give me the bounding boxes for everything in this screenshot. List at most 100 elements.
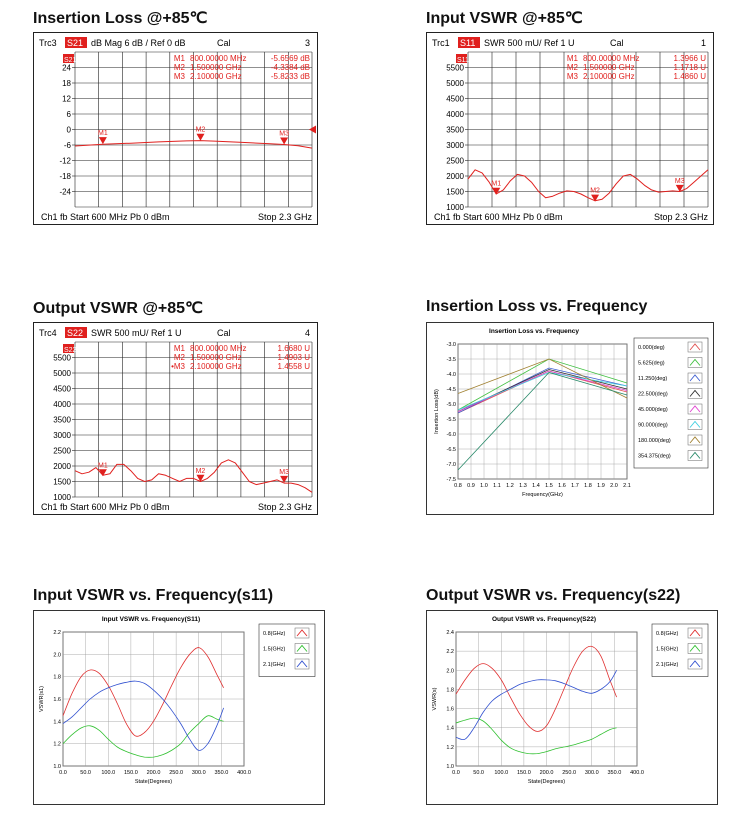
- trace-number: 1: [701, 38, 706, 48]
- x-tick-label: 1.3: [519, 483, 527, 489]
- y-tick-label: 4000: [446, 110, 464, 119]
- x-tick-label: 0.8: [454, 483, 462, 489]
- trace-tag: [456, 54, 467, 63]
- legend-swatch-line: [689, 451, 701, 459]
- legend-label: 45.000(deg): [638, 407, 668, 413]
- trace-tag-label: S21: [64, 57, 77, 64]
- plot-output-vswr-vs-frequency: Output VSWR vs. Frequency(S22) 0.0 50.0 100…: [426, 610, 718, 805]
- y-tick-label: -4.5: [447, 387, 456, 393]
- chart-title: Input VSWR vs. Frequency(S11): [102, 616, 200, 623]
- series-line: [457, 372, 628, 471]
- legend-label: 0.8(GHz): [656, 631, 678, 637]
- plot-area: [457, 343, 628, 480]
- y-tick-label: 3500: [446, 126, 464, 135]
- legend-swatch-line: [689, 389, 701, 397]
- trace-name: Trc3: [39, 38, 57, 48]
- legend-label: 5.625(deg): [638, 361, 665, 367]
- vna-chart-input-vswr: Trc1 S11 SWR 500 mU/ Ref 1 U Cal 1S115500500…: [426, 32, 714, 225]
- legend-label: 1.5(GHz): [656, 647, 678, 653]
- marker-label: M1: [491, 181, 501, 188]
- y-tick-label: 1000: [53, 493, 71, 502]
- y-tick-label: -24: [59, 188, 71, 197]
- y-axis-label: VSWR(s): [432, 687, 438, 710]
- title-output-vswr-85: Output VSWR @+85℃: [33, 300, 204, 317]
- title-insertion-loss-85: Insertion Loss @+85℃: [33, 10, 208, 27]
- legend-swatch-line: [296, 660, 308, 668]
- marker-frequency: 1.500000 GHz: [583, 63, 635, 72]
- x-axis-label: State(Degrees): [528, 779, 565, 785]
- legend-swatch-line: [689, 358, 701, 366]
- title-input-vswr-vs-frequency: Input VSWR vs. Frequency(s11): [33, 587, 274, 604]
- x-tick-label: 1.8: [584, 483, 592, 489]
- legend-label: 0.8(GHz): [263, 631, 285, 637]
- x-tick-label: 250.0: [169, 770, 183, 776]
- legend-label: 11.250(deg): [638, 376, 667, 382]
- trace-tag: [63, 344, 74, 353]
- legend-swatch: [687, 403, 703, 415]
- param-badge: [458, 37, 480, 48]
- marker-name: M2: [567, 63, 579, 72]
- y-tick-label: 6: [67, 110, 72, 119]
- y-tick-label: 3000: [446, 141, 464, 150]
- x-tick-label: 0.9: [467, 483, 475, 489]
- marker-value: 1.1718 U: [674, 63, 707, 72]
- measurement-trace: [74, 459, 313, 493]
- y-tick-label: 1.0: [446, 764, 454, 770]
- y-tick-label: 2.2: [53, 630, 61, 636]
- param-label: S11: [460, 38, 475, 48]
- x-tick-label: 300.0: [585, 770, 599, 776]
- cal-label: Cal: [610, 38, 624, 48]
- cal-label: Cal: [217, 38, 231, 48]
- y-tick-label: 1.8: [446, 687, 454, 693]
- series-line: [455, 717, 617, 755]
- marker-name: M1: [174, 54, 186, 63]
- y-tick-label: 5000: [53, 369, 71, 378]
- marker-frequency: 800.00000 MHz: [583, 54, 639, 63]
- marker-triangle: [675, 184, 684, 192]
- x-axis-label: State(Degrees): [135, 779, 172, 785]
- legend-swatch-line: [689, 374, 701, 382]
- x-tick-label: 1.6: [558, 483, 566, 489]
- trace-tag-label: S11: [457, 57, 469, 64]
- y-tick-label: 5500: [53, 354, 71, 363]
- trace-number: 4: [305, 328, 310, 338]
- y-tick-label: 3000: [53, 431, 71, 440]
- marker-label: M1: [98, 130, 108, 137]
- x-tick-label: 200.0: [540, 770, 554, 776]
- y-tick-label: 1.8: [53, 675, 61, 681]
- panel-frame: [33, 32, 318, 225]
- legend-swatch-line: [689, 436, 701, 444]
- y-tick-label: -3.5: [447, 357, 456, 363]
- trace-tag-label: S22: [64, 347, 77, 354]
- marker-value: -5.6569 dB: [271, 54, 310, 63]
- panel-frame: [426, 32, 714, 225]
- x-tick-label: 150.0: [517, 770, 531, 776]
- y-tick-label: -3.0: [447, 342, 456, 348]
- y-tick-label: 1500: [446, 188, 464, 197]
- marker-name: M3: [174, 72, 186, 81]
- marker-triangle: [591, 194, 600, 202]
- x-tick-label: 400.0: [630, 770, 644, 776]
- trace-name: Trc4: [39, 328, 57, 338]
- y-tick-label: -5.5: [447, 417, 456, 423]
- y-tick-label: -12: [59, 157, 71, 166]
- y-tick-label: 4500: [53, 385, 71, 394]
- grid: [467, 51, 709, 208]
- legend-swatch: [687, 450, 703, 461]
- marker-triangle: [280, 475, 289, 483]
- marker-value: 1.4903 U: [278, 353, 311, 362]
- y-tick-label: -6.0: [447, 432, 456, 438]
- title-insertion-loss-vs-frequency: Insertion Loss vs. Frequency: [426, 298, 648, 315]
- y-tick-label: 1.4: [446, 726, 454, 732]
- legend-label: 1.5(GHz): [263, 647, 285, 653]
- marker-label: M2: [196, 468, 206, 475]
- y-tick-label: 1000: [446, 203, 464, 212]
- series-line: [62, 647, 224, 737]
- marker-name: •M3: [171, 362, 185, 371]
- y-tick-label: -18: [59, 172, 71, 181]
- y-tick-label: -5.0: [447, 402, 456, 408]
- y-tick-label: 3500: [53, 416, 71, 425]
- trace-number: 3: [305, 38, 310, 48]
- marker-label: M2: [196, 127, 206, 134]
- marker-label: M3: [675, 178, 685, 185]
